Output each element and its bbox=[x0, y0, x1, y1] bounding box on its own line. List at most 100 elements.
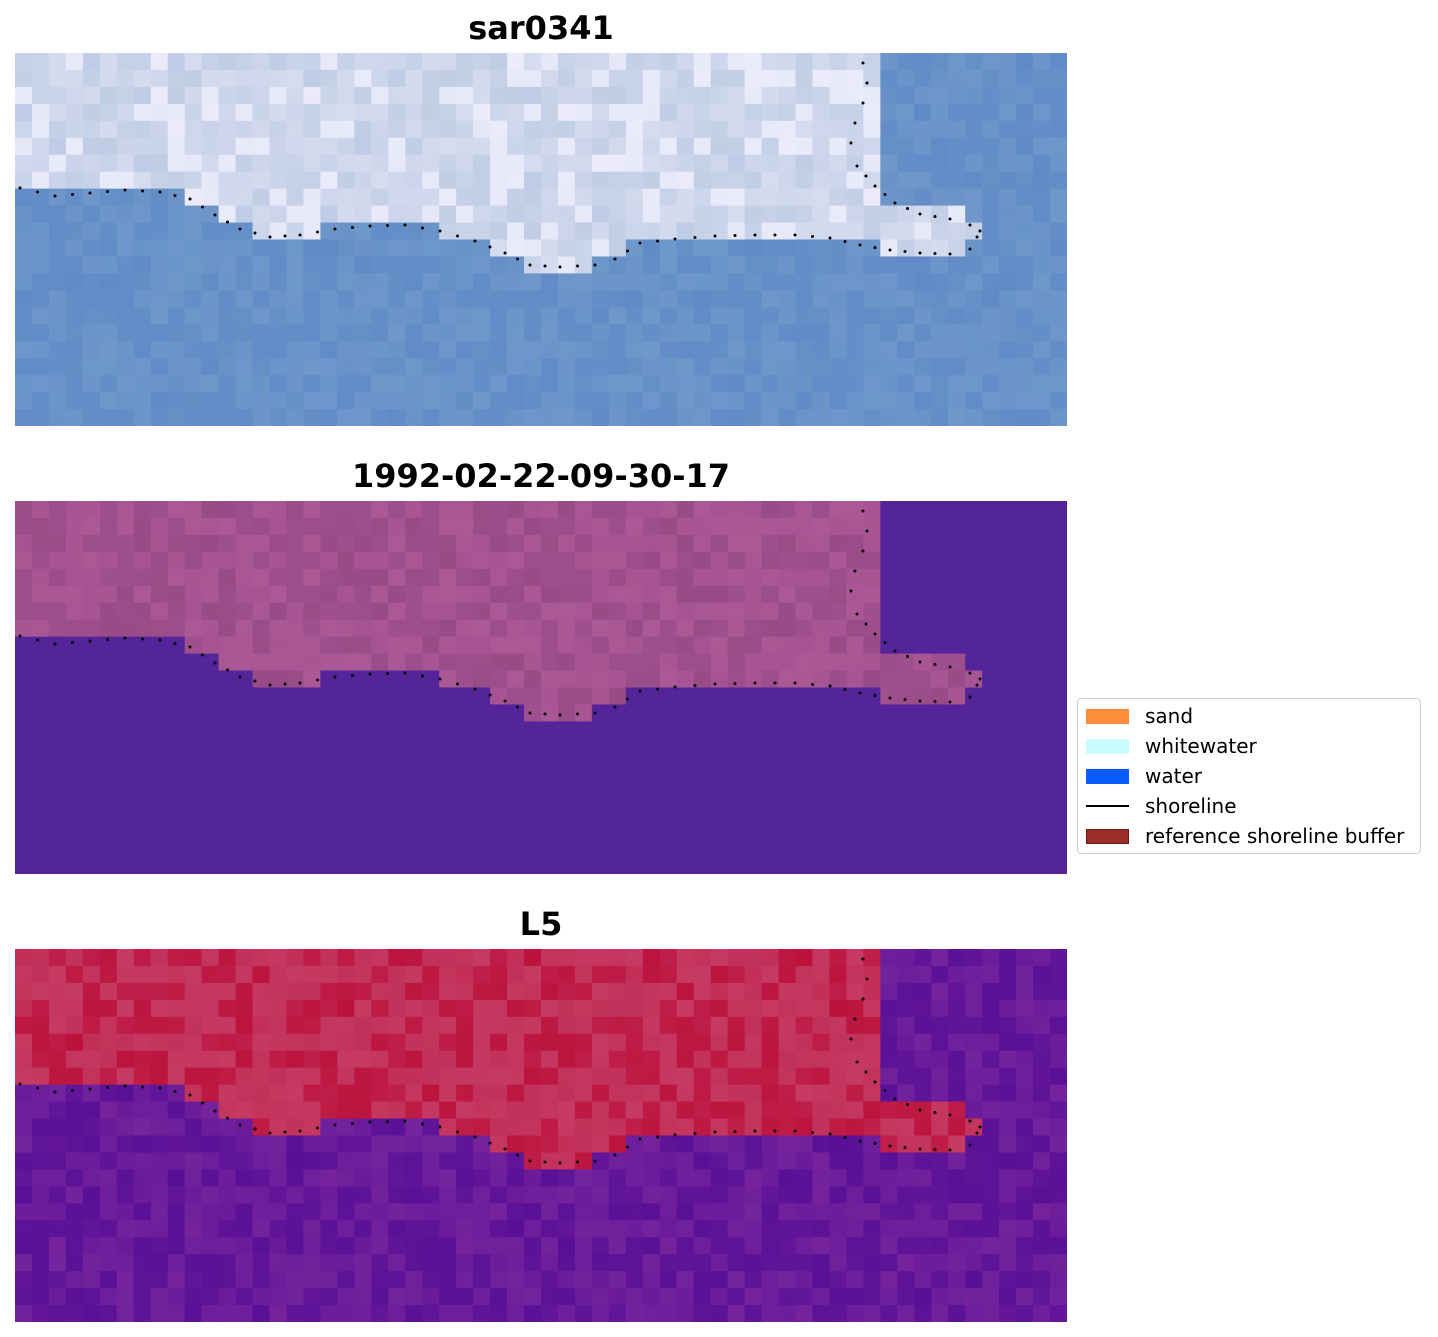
shoreline-point bbox=[188, 197, 192, 201]
shoreline-point bbox=[883, 193, 887, 196]
shoreline-point bbox=[693, 1132, 697, 1135]
shoreline-point bbox=[158, 638, 162, 642]
shoreline-point bbox=[858, 691, 862, 695]
shoreline-point bbox=[843, 240, 847, 243]
shoreline-point bbox=[673, 1133, 677, 1137]
legend-label-sand: sand bbox=[1145, 704, 1194, 728]
shoreline-point bbox=[238, 227, 242, 231]
shoreline-point bbox=[106, 1086, 109, 1089]
shoreline-point bbox=[793, 681, 797, 685]
shoreline-point bbox=[368, 224, 372, 228]
shoreline-point bbox=[693, 236, 697, 239]
shoreline-point bbox=[933, 700, 937, 703]
shoreline-point bbox=[438, 1125, 442, 1129]
shoreline-point bbox=[543, 1160, 547, 1164]
shoreline-point bbox=[613, 1153, 617, 1157]
shoreline-point bbox=[843, 1136, 847, 1139]
shoreline-point bbox=[71, 641, 74, 644]
shoreline-point bbox=[713, 682, 717, 686]
shoreline-point bbox=[865, 81, 869, 85]
shoreline-point bbox=[123, 188, 127, 192]
shoreline-point bbox=[918, 212, 922, 216]
shoreline-point bbox=[268, 1131, 272, 1135]
legend-label-reference-buffer: reference shoreline buffer bbox=[1145, 824, 1405, 848]
shoreline-point bbox=[978, 1125, 982, 1129]
shoreline-point bbox=[713, 234, 717, 238]
shoreline-point bbox=[173, 194, 177, 197]
shoreline-point bbox=[333, 227, 337, 231]
shoreline-point bbox=[473, 687, 477, 691]
shoreline-point bbox=[53, 194, 57, 198]
shoreline-point bbox=[656, 239, 659, 243]
shoreline-point bbox=[593, 1159, 597, 1163]
shoreline-point bbox=[849, 1037, 853, 1041]
shoreline-point bbox=[855, 164, 859, 168]
shoreline-point bbox=[975, 1131, 979, 1135]
shoreline-point bbox=[516, 705, 519, 709]
shoreline-point bbox=[811, 235, 814, 238]
shoreline-point bbox=[773, 233, 777, 237]
shoreline-point bbox=[201, 1101, 204, 1105]
shoreline-point bbox=[438, 677, 442, 681]
rgb-shoreline bbox=[18, 61, 982, 269]
shoreline-point bbox=[351, 674, 354, 677]
shoreline-point bbox=[421, 226, 424, 230]
shoreline-point bbox=[316, 678, 319, 682]
shoreline-point bbox=[865, 977, 869, 981]
shoreline-point bbox=[528, 1159, 532, 1163]
shoreline-point bbox=[123, 1084, 127, 1088]
shoreline-point bbox=[298, 233, 302, 237]
shoreline-point bbox=[88, 639, 92, 643]
shoreline-point bbox=[933, 1148, 937, 1151]
reference-buffer-swatch bbox=[1086, 828, 1129, 844]
shoreline-point bbox=[158, 190, 162, 194]
shoreline-point bbox=[18, 1082, 22, 1086]
shoreline-point bbox=[849, 589, 853, 593]
shoreline-point bbox=[543, 712, 547, 716]
panel-title-classification: 1992-02-22-09-30-17 bbox=[351, 457, 731, 495]
shoreline-point bbox=[873, 1080, 877, 1084]
shoreline-point bbox=[456, 682, 459, 686]
shoreline-point bbox=[843, 688, 847, 691]
shoreline-point bbox=[253, 231, 257, 235]
shoreline-point bbox=[593, 263, 597, 267]
shoreline-point bbox=[968, 223, 972, 227]
shoreline-point bbox=[893, 201, 897, 205]
shoreline-point bbox=[828, 684, 832, 688]
shoreline-point bbox=[793, 233, 797, 237]
shoreline-point bbox=[88, 191, 92, 195]
shoreline-point bbox=[368, 1120, 372, 1124]
shoreline-point bbox=[656, 1135, 659, 1139]
shoreline-point bbox=[18, 186, 22, 190]
shoreline-point bbox=[626, 249, 629, 253]
shoreline-point bbox=[488, 693, 492, 697]
shoreline-point bbox=[253, 1127, 257, 1131]
shoreline-point bbox=[438, 229, 442, 233]
shoreline-point bbox=[503, 1147, 507, 1151]
shoreline-point bbox=[576, 264, 579, 268]
shoreline-point bbox=[673, 237, 677, 241]
shoreline-point bbox=[906, 207, 909, 210]
shoreline-point bbox=[71, 1089, 74, 1092]
shoreline-point bbox=[638, 241, 642, 245]
shoreline-point bbox=[226, 1116, 229, 1120]
shoreline-point bbox=[386, 1120, 389, 1123]
shoreline-point bbox=[201, 653, 204, 657]
shoreline-point bbox=[473, 1135, 477, 1139]
shoreline-point bbox=[849, 141, 853, 145]
shoreline-point bbox=[864, 622, 868, 626]
shoreline-point bbox=[828, 236, 832, 240]
shoreline-point bbox=[456, 1130, 459, 1134]
shoreline-point bbox=[516, 1153, 519, 1157]
shoreline-point bbox=[903, 698, 907, 701]
shoreline-point bbox=[968, 1119, 972, 1123]
classification-image-panel bbox=[15, 501, 1067, 874]
shoreline-point bbox=[753, 233, 757, 237]
shoreline-point bbox=[693, 684, 697, 687]
shoreline-point bbox=[593, 711, 597, 715]
whitewater-swatch bbox=[1086, 738, 1129, 754]
shoreline-point bbox=[968, 1143, 972, 1147]
shoreline-point bbox=[855, 1060, 859, 1064]
shoreline-point bbox=[36, 638, 39, 642]
shoreline-point bbox=[626, 697, 629, 701]
